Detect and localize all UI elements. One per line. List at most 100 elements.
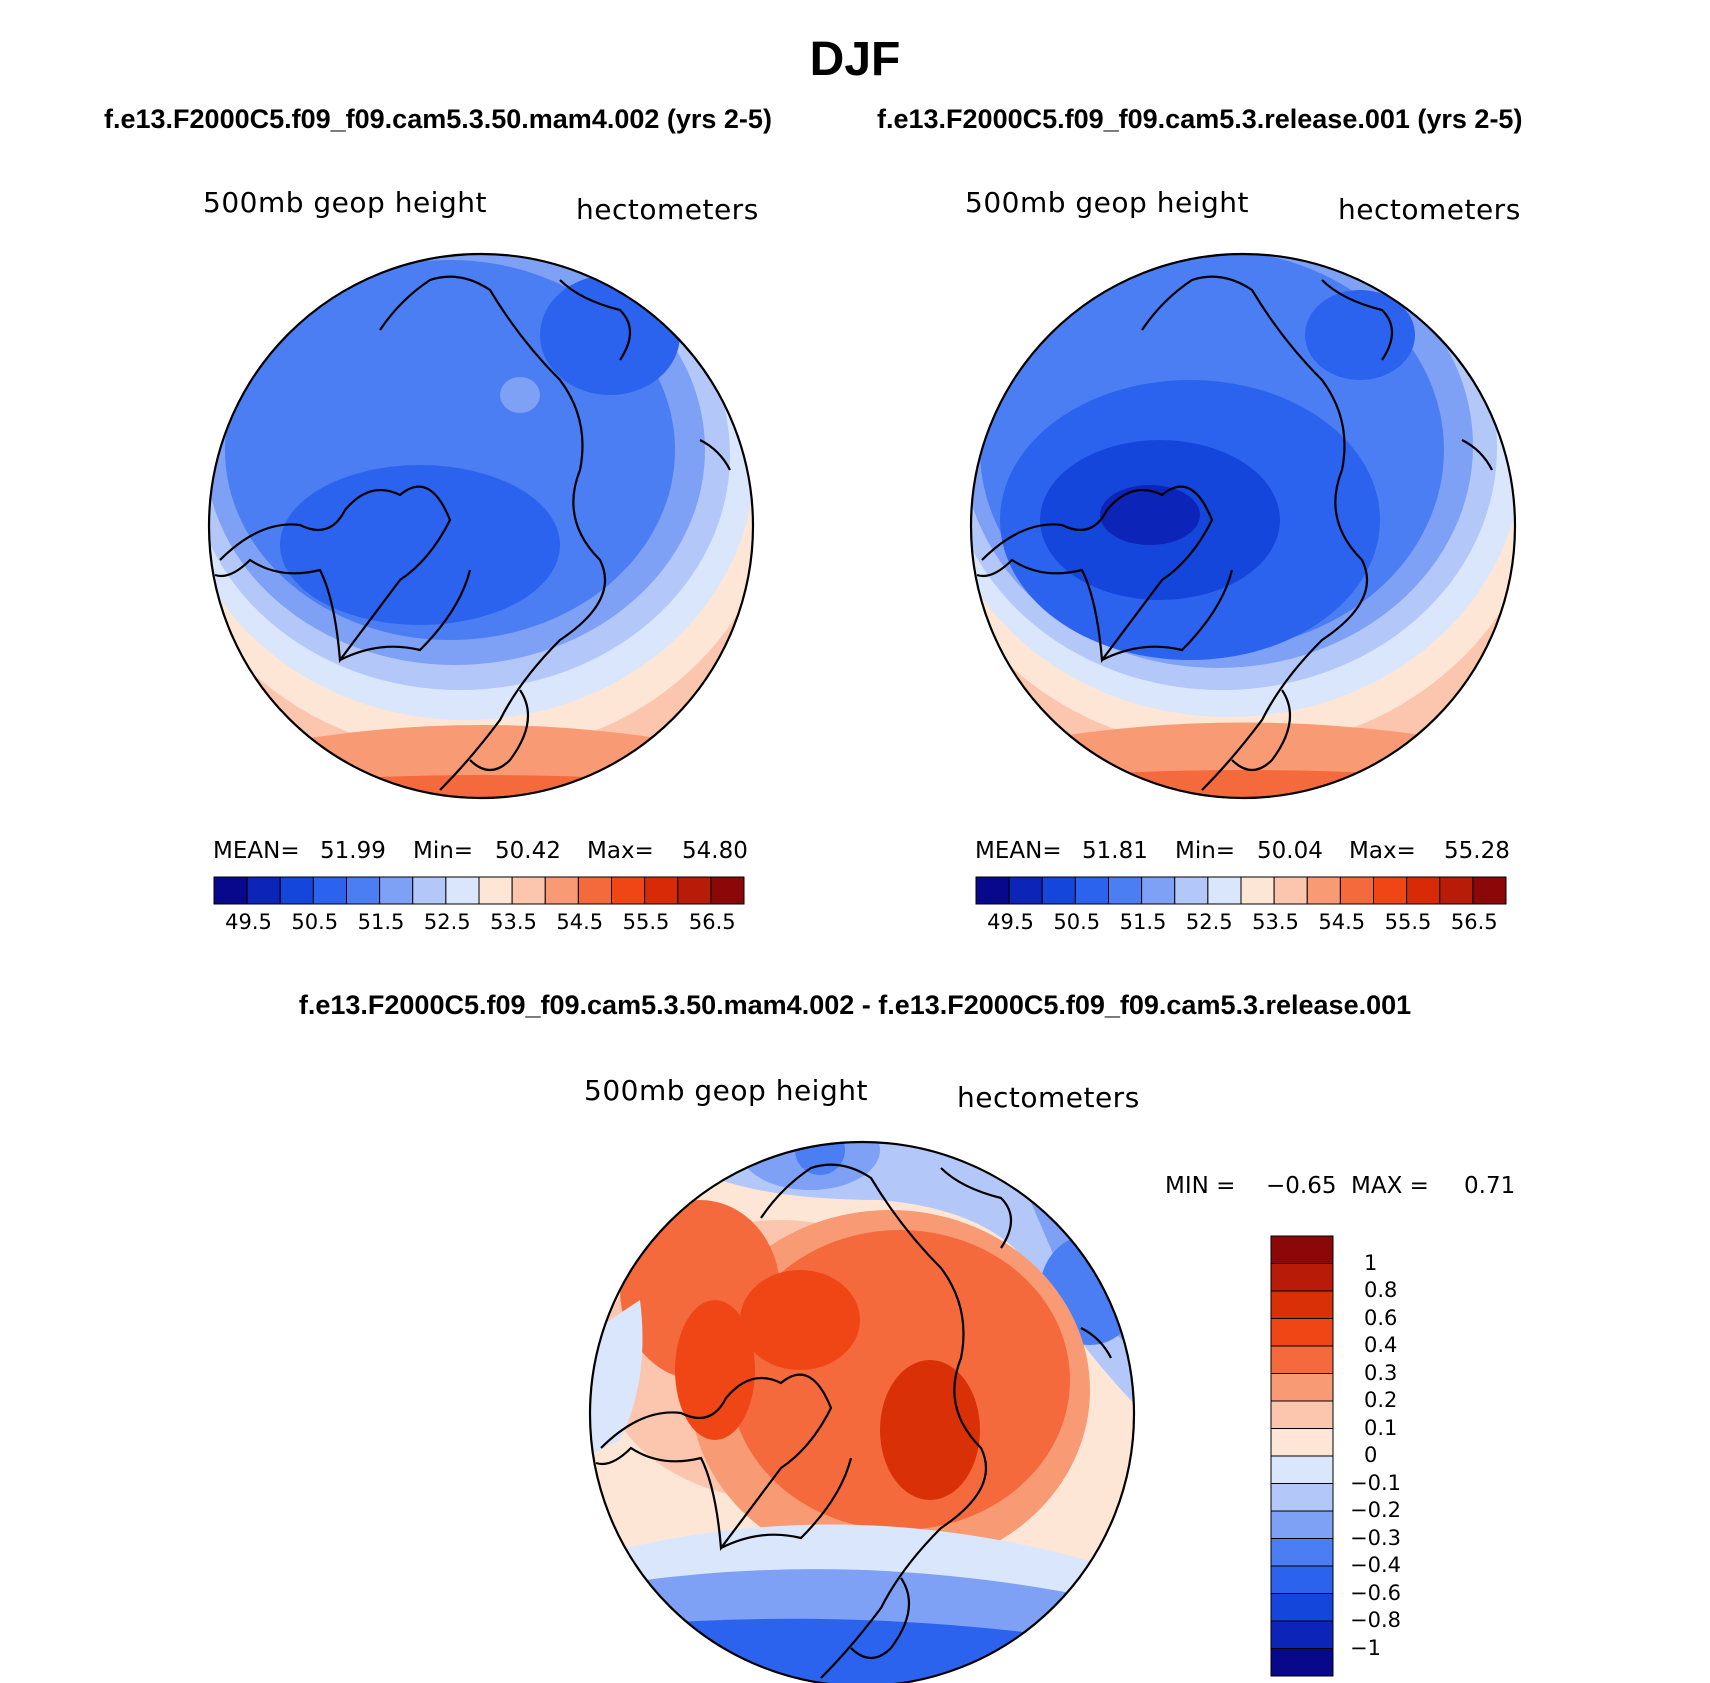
panel2-colorbar-swatch [1074, 876, 1109, 905]
panel3-colorbar-swatch [1270, 1263, 1334, 1292]
panel1-colorbar-tick-label: 50.5 [291, 910, 339, 934]
panel1-colorbar-tick-label: 54.5 [556, 910, 604, 934]
panel3-colorbar-tick-label: −0.6 [1350, 1580, 1401, 1605]
panel1-colorbar-swatch [577, 876, 612, 905]
panel2-mean-label: MEAN= [975, 838, 1062, 864]
panel2-colorbar-swatch [1273, 876, 1308, 905]
panel2-max-label: Max= [1349, 838, 1416, 864]
panel3-min-label: MIN = [1165, 1173, 1236, 1199]
panel2-colorbar-tick-label: 55.5 [1384, 910, 1432, 934]
panel2-min-value: 50.04 [1257, 838, 1323, 864]
panel1-colorbar-tick-label: 56.5 [688, 910, 736, 934]
panel2-colorbar-swatch [1339, 876, 1374, 905]
panel3-colorbar-swatch [1270, 1593, 1334, 1622]
panel1-colorbar-swatch [312, 876, 347, 905]
panel1-min-value: 50.42 [495, 838, 561, 864]
panel1-map [207, 252, 755, 800]
panel1-colorbar-swatch [379, 876, 414, 905]
panel1-colorbar-swatch [412, 876, 447, 905]
panel2-contour-fill [971, 254, 1515, 798]
panel1-coastlines [214, 275, 731, 791]
panel2-colorbar-swatch [1207, 876, 1242, 905]
panel2-colorbar-tick-label: 52.5 [1185, 910, 1233, 934]
panel1-colorbar-swatch [478, 876, 513, 905]
panel2-colorbar-tick-label: 53.5 [1252, 910, 1299, 934]
panel2-coastlines [976, 275, 1493, 791]
case2-title: f.e13.F2000C5.f09_f09.cam5.3.release.001… [877, 104, 1523, 134]
panel2-map-border [969, 252, 1517, 800]
panel1-min-label: Min= [413, 838, 474, 864]
panel3-colorbar-tick-label: −0.3 [1350, 1525, 1401, 1550]
panel3-colorbar-tick-label: 0.8 [1364, 1278, 1398, 1302]
panel2-colorbar-tick-label: 49.5 [987, 910, 1034, 934]
panel3-colorbar-swatch [1270, 1510, 1334, 1539]
panel2-colorbar-tick-label: 51.5 [1119, 910, 1167, 934]
panel2-colorbar-tick-label: 56.5 [1450, 910, 1498, 934]
panel1-mean-label: MEAN= [213, 838, 300, 864]
panel3-colorbar-tick-label: 0.3 [1364, 1360, 1398, 1385]
panel1-colorbar-swatch [346, 876, 381, 905]
panel2-colorbar-swatch [1108, 876, 1143, 905]
panel2-colorbar-swatch [1472, 876, 1507, 905]
panel1-colorbar-swatch [445, 876, 480, 905]
panel3-colorbar-swatch [1270, 1235, 1334, 1264]
panel1-colorbar-swatch [710, 876, 745, 905]
difference-title: f.e13.F2000C5.f09_f09.cam5.3.50.mam4.002… [298, 990, 1412, 1020]
panel1-colorbar-tick-label: 53.5 [490, 910, 537, 934]
panel3-colorbar-tick-label: 0.1 [1364, 1415, 1398, 1440]
panel2-colorbar-swatch [975, 876, 1010, 905]
panel2-colorbar-swatch [1306, 876, 1341, 905]
panel2-max-value: 55.28 [1444, 838, 1510, 864]
panel1-colorbar-tick-label: 52.5 [423, 910, 471, 934]
figure-title: DJF [809, 33, 901, 86]
panel3-colorbar-tick-label: −0.4 [1350, 1553, 1401, 1577]
panel3-colorbar-swatch [1270, 1428, 1334, 1457]
panel2-map [969, 252, 1517, 800]
panel1-units-label: hectometers [576, 193, 759, 226]
panel2-colorbar-tick-label: 50.5 [1053, 910, 1101, 934]
panel2-colorbar-swatch [1439, 876, 1474, 905]
panel3-max-value: 0.71 [1464, 1173, 1516, 1199]
panel3-colorbar-swatch [1270, 1620, 1334, 1649]
panel1-colorbar-swatch [544, 876, 579, 905]
panel3-colorbar-swatch [1270, 1565, 1334, 1594]
panel1-mean-value: 51.99 [320, 838, 386, 864]
panel3-colorbar-tick-label: 0.6 [1364, 1305, 1398, 1330]
panel2-variable-label: 500mb geop height [965, 186, 1249, 219]
panel2-colorbar-swatch [1174, 876, 1209, 905]
panel1-colorbar-swatch [246, 876, 281, 905]
panel1-colorbar-swatch [213, 876, 248, 905]
panel3-colorbar-tick-label: 0 [1364, 1443, 1378, 1467]
panel3-colorbar-tick-label: 1 [1364, 1250, 1378, 1275]
panel2-colorbar-swatch [1373, 876, 1408, 905]
panel3-colorbar-swatch [1270, 1345, 1334, 1374]
panel1-colorbar-swatch [279, 876, 314, 905]
panel3-min-value: −0.65 [1266, 1173, 1337, 1199]
panel1-max-label: Max= [587, 838, 654, 864]
panel3-colorbar-tick-label: −0.2 [1350, 1498, 1401, 1522]
panel2-colorbar-swatch [1008, 876, 1043, 905]
panel3-units-label: hectometers [957, 1081, 1140, 1114]
panel3-colorbar-swatch [1270, 1648, 1334, 1677]
panel2-colorbar-swatch [1406, 876, 1441, 905]
panel1-colorbar-tick-label: 51.5 [357, 910, 405, 934]
panel3-colorbar [1270, 1235, 1334, 1677]
panel3-colorbar-tick-label: 0.2 [1364, 1388, 1398, 1412]
panel1-colorbar [213, 876, 745, 905]
panel1-colorbar-swatch [677, 876, 712, 905]
panel3-colorbar-swatch [1270, 1400, 1334, 1429]
panel3-colorbar-swatch [1270, 1538, 1334, 1567]
panel3-colorbar-swatch [1270, 1290, 1334, 1319]
panel2-colorbar-swatch [1141, 876, 1176, 905]
panel3-colorbar-swatch [1270, 1373, 1334, 1402]
panel3-colorbar-swatch [1270, 1318, 1334, 1347]
panel1-map-border [207, 252, 755, 800]
panel3-colorbar-tick-label: −1 [1350, 1635, 1381, 1660]
panel1-colorbar-swatch [511, 876, 546, 905]
panel1-colorbar-tick-label: 55.5 [622, 910, 670, 934]
panel1-colorbar-tick-label: 49.5 [225, 910, 272, 934]
panel2-colorbar-swatch [1240, 876, 1275, 905]
panel2-colorbar-swatch [1041, 876, 1076, 905]
panel3-map-border [588, 1140, 1136, 1683]
